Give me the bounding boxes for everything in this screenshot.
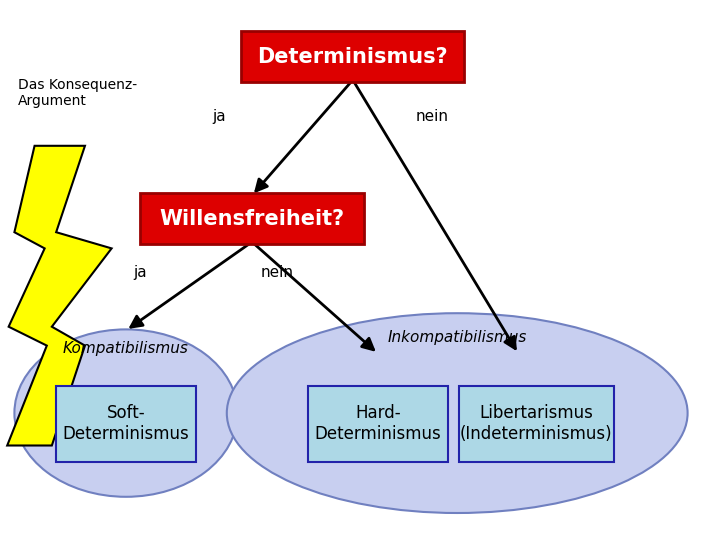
Text: nein: nein	[415, 109, 449, 124]
Text: Kompatibilismus: Kompatibilismus	[63, 341, 189, 356]
FancyBboxPatch shape	[308, 386, 448, 462]
Text: Inkompatibilismus: Inkompatibilismus	[387, 330, 527, 345]
Text: ja: ja	[213, 109, 226, 124]
FancyBboxPatch shape	[459, 386, 613, 462]
Ellipse shape	[14, 329, 238, 497]
FancyBboxPatch shape	[55, 386, 196, 462]
Text: Willensfreiheit?: Willensfreiheit?	[159, 208, 345, 229]
Text: Das Konsequenz-
Argument: Das Konsequenz- Argument	[18, 78, 137, 109]
Text: Libertarismus
(Indeterminismus): Libertarismus (Indeterminismus)	[460, 404, 613, 443]
Text: Hard-
Determinismus: Hard- Determinismus	[315, 404, 441, 443]
FancyBboxPatch shape	[241, 31, 464, 82]
Text: Soft-
Determinismus: Soft- Determinismus	[63, 404, 189, 443]
Text: nein: nein	[261, 265, 294, 280]
Ellipse shape	[227, 313, 688, 513]
Polygon shape	[7, 146, 112, 446]
Text: Determinismus?: Determinismus?	[258, 46, 448, 67]
Text: ja: ja	[134, 265, 147, 280]
FancyBboxPatch shape	[140, 193, 364, 244]
